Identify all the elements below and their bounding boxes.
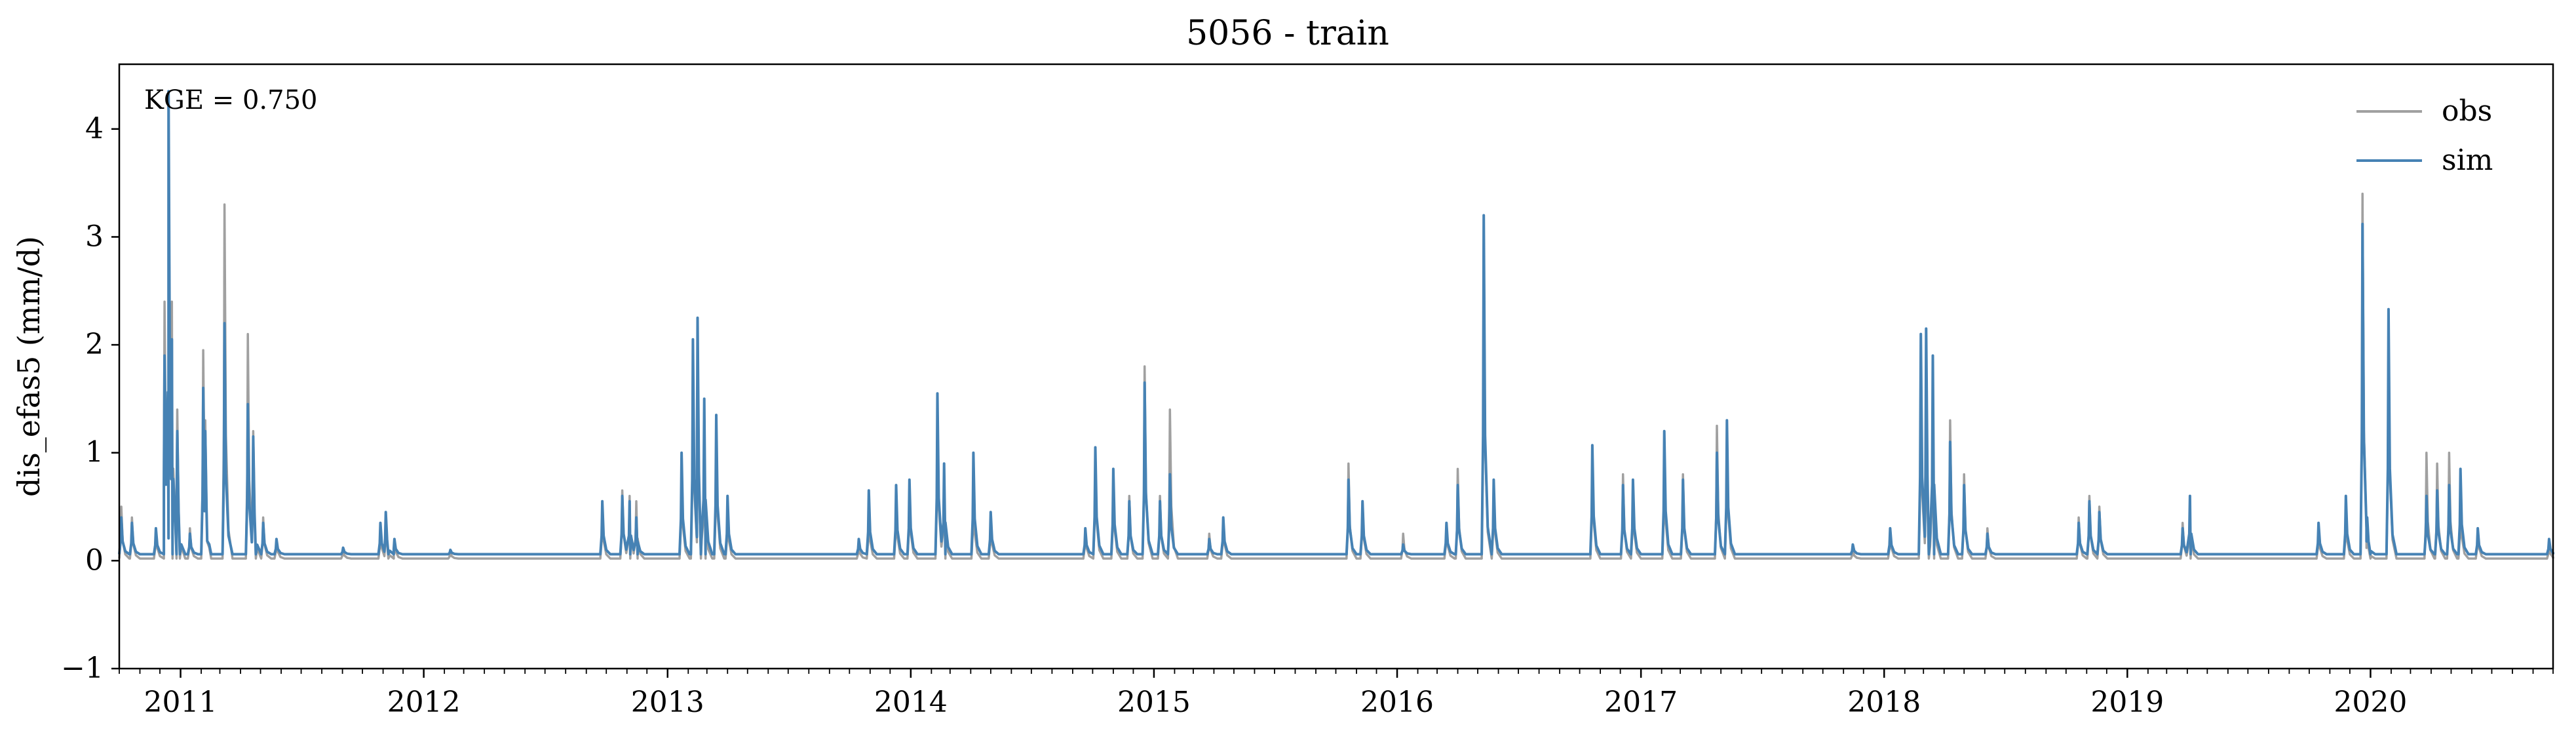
legend-sim-label: sim (2442, 144, 2493, 177)
x-tick-label: 2011 (144, 686, 218, 719)
series-obs-line (118, 117, 2554, 560)
x-tick-label: 2019 (2090, 686, 2164, 719)
legend-obs-label: obs (2442, 94, 2492, 128)
y-tick-label: 2 (85, 328, 104, 361)
x-tick-label: 2020 (2334, 686, 2407, 719)
chart-title: 5056 - train (1186, 14, 1389, 53)
x-tick-label: 2013 (631, 686, 704, 719)
y-axis: −1 0 1 2 3 4 (61, 112, 119, 685)
x-tick-label: 2018 (1847, 686, 1921, 719)
x-tick-label: 2015 (1117, 686, 1191, 719)
y-tick-label: 1 (85, 436, 104, 469)
series-obs-path (118, 117, 2554, 560)
y-axis-label: dis_efas5 (mm/d) (11, 236, 47, 497)
legend: obs sim (2356, 94, 2493, 177)
y-tick-label: 3 (85, 220, 104, 253)
x-tick-label: 2014 (874, 686, 948, 719)
x-tick-label: 2016 (1360, 686, 1434, 719)
y-tick-label: −1 (61, 652, 104, 685)
series-sim-line (118, 90, 2554, 556)
series-sim-path (118, 90, 2554, 556)
plot-frame (118, 63, 2554, 670)
x-tick-label: 2017 (1604, 686, 1678, 719)
kge-annotation: KGE = 0.750 (144, 85, 318, 115)
y-tick-label: 0 (85, 543, 104, 577)
y-tick-label: 4 (85, 112, 104, 146)
plot-area (118, 63, 2554, 670)
x-tick-label: 2012 (387, 686, 461, 719)
x-axis: 2011 2012 2013 2014 2015 2016 2017 2018 2019 2020 (119, 669, 2554, 719)
